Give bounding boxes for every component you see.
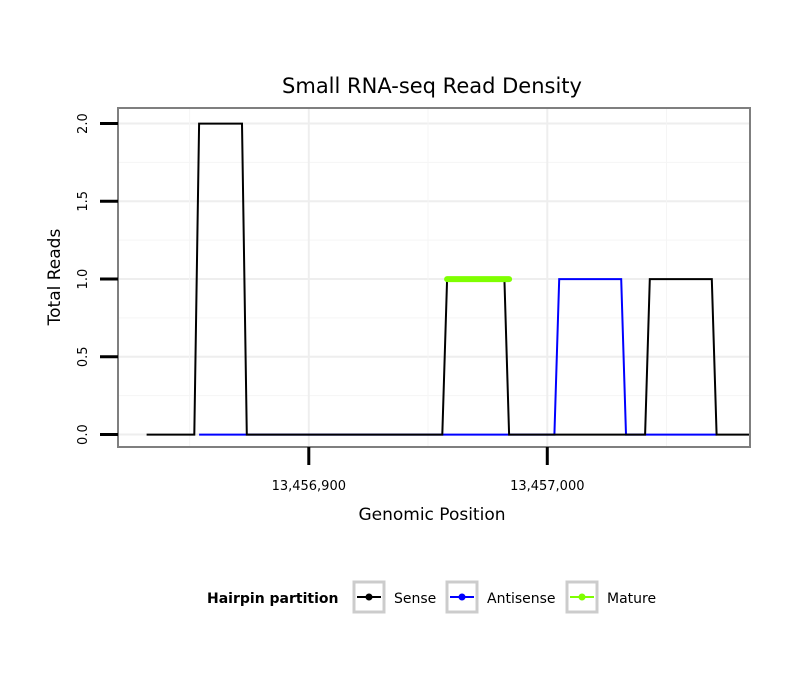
y-tick-label: 1.5 bbox=[76, 191, 91, 212]
legend-key-point bbox=[365, 593, 373, 601]
plot-border bbox=[117, 107, 751, 448]
chart-title: Small RNA-seq Read Density bbox=[282, 74, 582, 98]
x-tick-label: 13,456,900 bbox=[272, 479, 346, 494]
legend-title: Hairpin partition bbox=[207, 591, 338, 607]
legend-key-antisense bbox=[445, 580, 479, 614]
legend-key-point bbox=[578, 593, 586, 601]
y-axis: 0.0 0.5 1.0 1.5 2.0 bbox=[76, 113, 118, 445]
legend: Hairpin partition Sense Antisense Mature bbox=[207, 580, 656, 614]
y-tick-label: 0.0 bbox=[76, 424, 91, 445]
legend-entry-sense: Sense bbox=[352, 580, 436, 614]
x-axis: 13,456,900 13,457,000 bbox=[272, 447, 585, 494]
plot-panel bbox=[118, 108, 750, 447]
legend-key-point bbox=[458, 593, 466, 601]
legend-entry-antisense: Antisense bbox=[445, 580, 556, 614]
x-tick-label: 13,457,000 bbox=[510, 479, 584, 494]
legend-label-sense: Sense bbox=[394, 591, 436, 607]
legend-entry-mature: Mature bbox=[565, 580, 656, 614]
y-axis-title: Total Reads bbox=[45, 229, 65, 327]
legend-label-antisense: Antisense bbox=[487, 591, 556, 607]
y-tick-label: 2.0 bbox=[76, 113, 91, 134]
series-layer bbox=[146, 122, 750, 436]
y-tick-label: 1.0 bbox=[76, 269, 91, 290]
x-axis-title: Genomic Position bbox=[358, 505, 505, 525]
legend-label-mature: Mature bbox=[607, 591, 656, 607]
y-tick-label: 0.5 bbox=[76, 346, 91, 367]
